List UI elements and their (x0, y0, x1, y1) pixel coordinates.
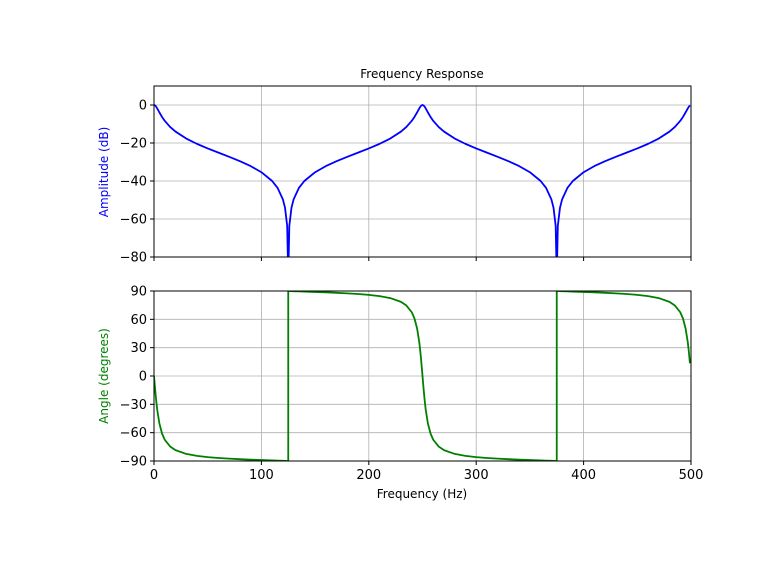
y-tick-label: 60 (130, 313, 147, 328)
x-tick-label: 200 (356, 468, 381, 483)
x-tick-label: 100 (249, 468, 274, 483)
y-tick-label: 0 (139, 99, 147, 114)
y-tick-label: −80 (120, 251, 147, 266)
frequency-axis-label: Frequency (Hz) (377, 487, 468, 501)
y-tick-label: 0 (139, 370, 147, 385)
angle-axes: 0 100 200 300 400 500 −90 −60 −30 0 30 60 90 (120, 285, 704, 484)
chart-title: Frequency Response (360, 67, 483, 81)
axes-frame (153, 290, 692, 462)
y-tick-label: 30 (130, 341, 147, 356)
amplitude-axis-label: Amplitude (dB) (97, 127, 111, 218)
y-tick-label: −60 (120, 213, 147, 228)
x-tick-label: 400 (571, 468, 596, 483)
y-tick-label: 90 (130, 285, 147, 300)
x-tick-label: 300 (464, 468, 489, 483)
y-tick-label: −30 (120, 398, 147, 413)
angle-line (154, 291, 691, 461)
amplitude-axes: 0 −20 −40 −60 −80 (120, 85, 692, 266)
y-tick-label: −20 (120, 137, 147, 152)
x-tick-label: 0 (150, 468, 158, 483)
amplitude-line (154, 104, 691, 257)
y-tick-label: −90 (120, 455, 147, 470)
x-tick-label: 500 (679, 468, 704, 483)
angle-axis-label: Angle (degrees) (97, 328, 111, 424)
axes-frame (153, 85, 692, 258)
y-tick-label: −40 (120, 175, 147, 190)
y-tick-label: −60 (120, 426, 147, 441)
